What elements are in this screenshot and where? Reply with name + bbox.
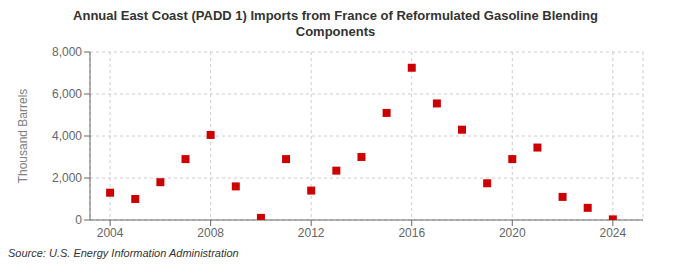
html-text:Source: U.S. Energy Informatio: Source: U.S. Energy Information Administ… <box>8 247 239 259</box>
svg-text:2008: 2008 <box>197 226 224 240</box>
svg-text:2,000: 2,000 <box>52 171 82 185</box>
html-text:Annual East Coast (PADD 1) Imp: Annual East Coast (PADD 1) Imports from … <box>73 8 598 39</box>
svg-text:8,000: 8,000 <box>52 45 82 59</box>
svg-text:2024: 2024 <box>599 226 626 240</box>
svg-text:6,000: 6,000 <box>52 87 82 101</box>
svg-text:4,000: 4,000 <box>52 129 82 143</box>
svg-text:Thousand Barrels: Thousand Barrels <box>16 89 30 184</box>
svg-text:2020: 2020 <box>499 226 526 240</box>
svg-text:0: 0 <box>75 213 82 227</box>
svg-text:2004: 2004 <box>97 226 124 240</box>
svg-text:2016: 2016 <box>398 226 425 240</box>
svg-text:2012: 2012 <box>298 226 325 240</box>
